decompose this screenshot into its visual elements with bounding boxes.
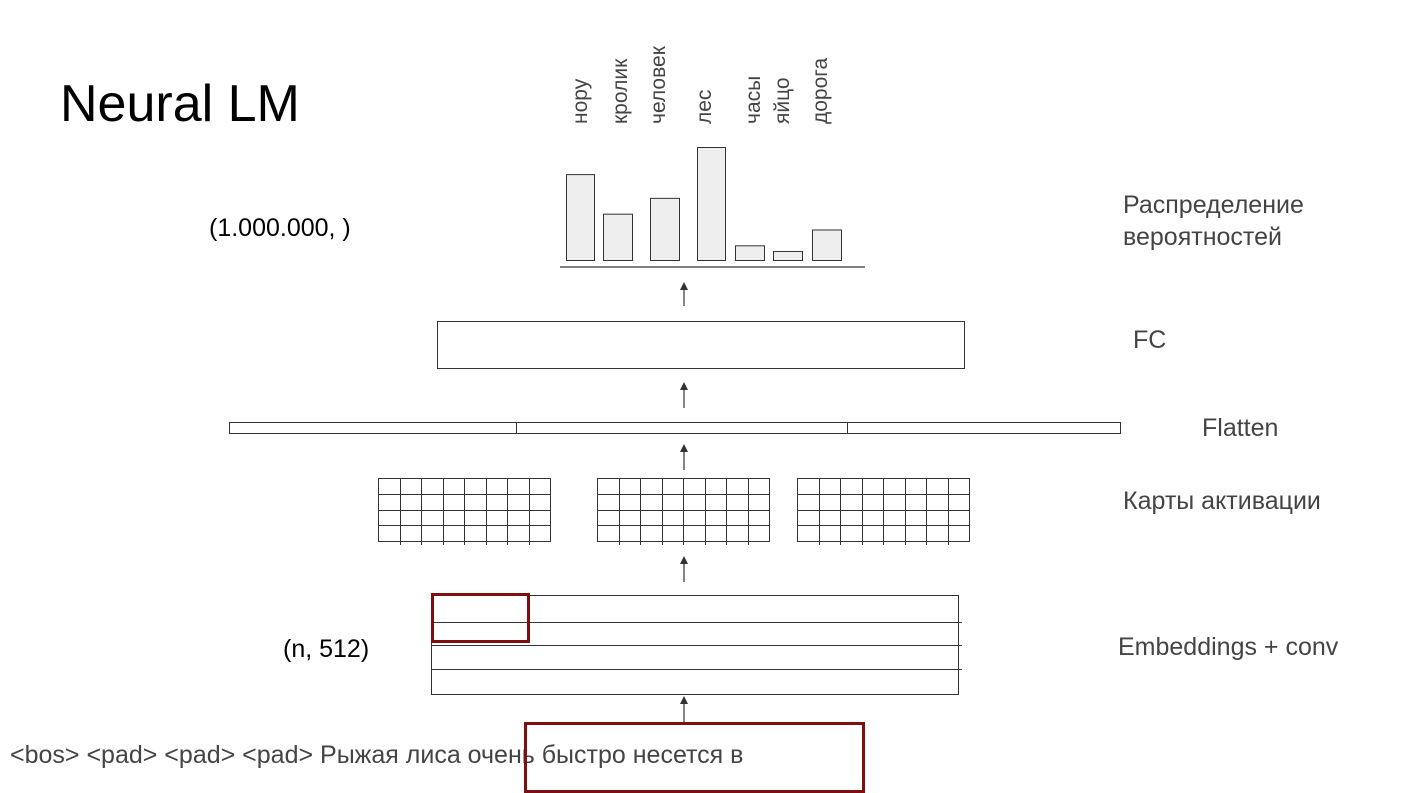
probability-bars bbox=[566, 147, 842, 262]
embeddings-conv-label: Embeddings + conv bbox=[1118, 633, 1339, 661]
output-shape-label: (1.000.000, ) bbox=[209, 214, 351, 242]
probability-word-labels: нору кролик человек лес часы яйцо дорога bbox=[569, 45, 832, 124]
context-window-highlight bbox=[524, 722, 865, 793]
input-sentence: <bos> <pad> <pad> <pad> Рыжая лиса очень… bbox=[10, 741, 744, 769]
bar-label-1: кролик bbox=[609, 58, 632, 124]
slide-title: Neural LM bbox=[60, 75, 300, 133]
bar-label-6: дорога bbox=[809, 58, 832, 124]
bar-0 bbox=[566, 174, 595, 261]
bar-5 bbox=[773, 250, 803, 262]
bar-2 bbox=[650, 197, 680, 262]
bar-4 bbox=[735, 245, 765, 261]
fc-layer-box bbox=[437, 321, 965, 369]
fc-label: FC bbox=[1133, 326, 1167, 354]
conv-window-highlight bbox=[431, 593, 530, 643]
activation-map-1 bbox=[378, 478, 551, 545]
bar-label-0: нору bbox=[569, 78, 592, 124]
bar-3 bbox=[697, 147, 726, 261]
distribution-label-line2: вероятностей bbox=[1123, 223, 1282, 251]
bar-label-3: лес bbox=[693, 90, 716, 124]
embeddings-shape-label: (n, 512) bbox=[283, 635, 370, 663]
distribution-label: Распределение вероятностей bbox=[1123, 189, 1304, 253]
embeddings-matrix bbox=[431, 595, 962, 695]
bar-label-4: часы bbox=[742, 76, 765, 124]
activation-map-3 bbox=[797, 478, 970, 545]
activation-map-2 bbox=[597, 478, 770, 545]
flatten-vector bbox=[229, 422, 1121, 434]
activation-maps-label: Карты активации bbox=[1123, 487, 1321, 515]
bar-label-5: яйцо bbox=[771, 77, 794, 124]
bar-1 bbox=[603, 213, 633, 261]
activation-maps bbox=[378, 478, 970, 545]
distribution-label-line1: Распределение bbox=[1123, 191, 1304, 219]
bar-label-2: человек bbox=[647, 45, 670, 124]
bar-6 bbox=[812, 229, 842, 262]
flatten-label: Flatten bbox=[1202, 414, 1279, 442]
